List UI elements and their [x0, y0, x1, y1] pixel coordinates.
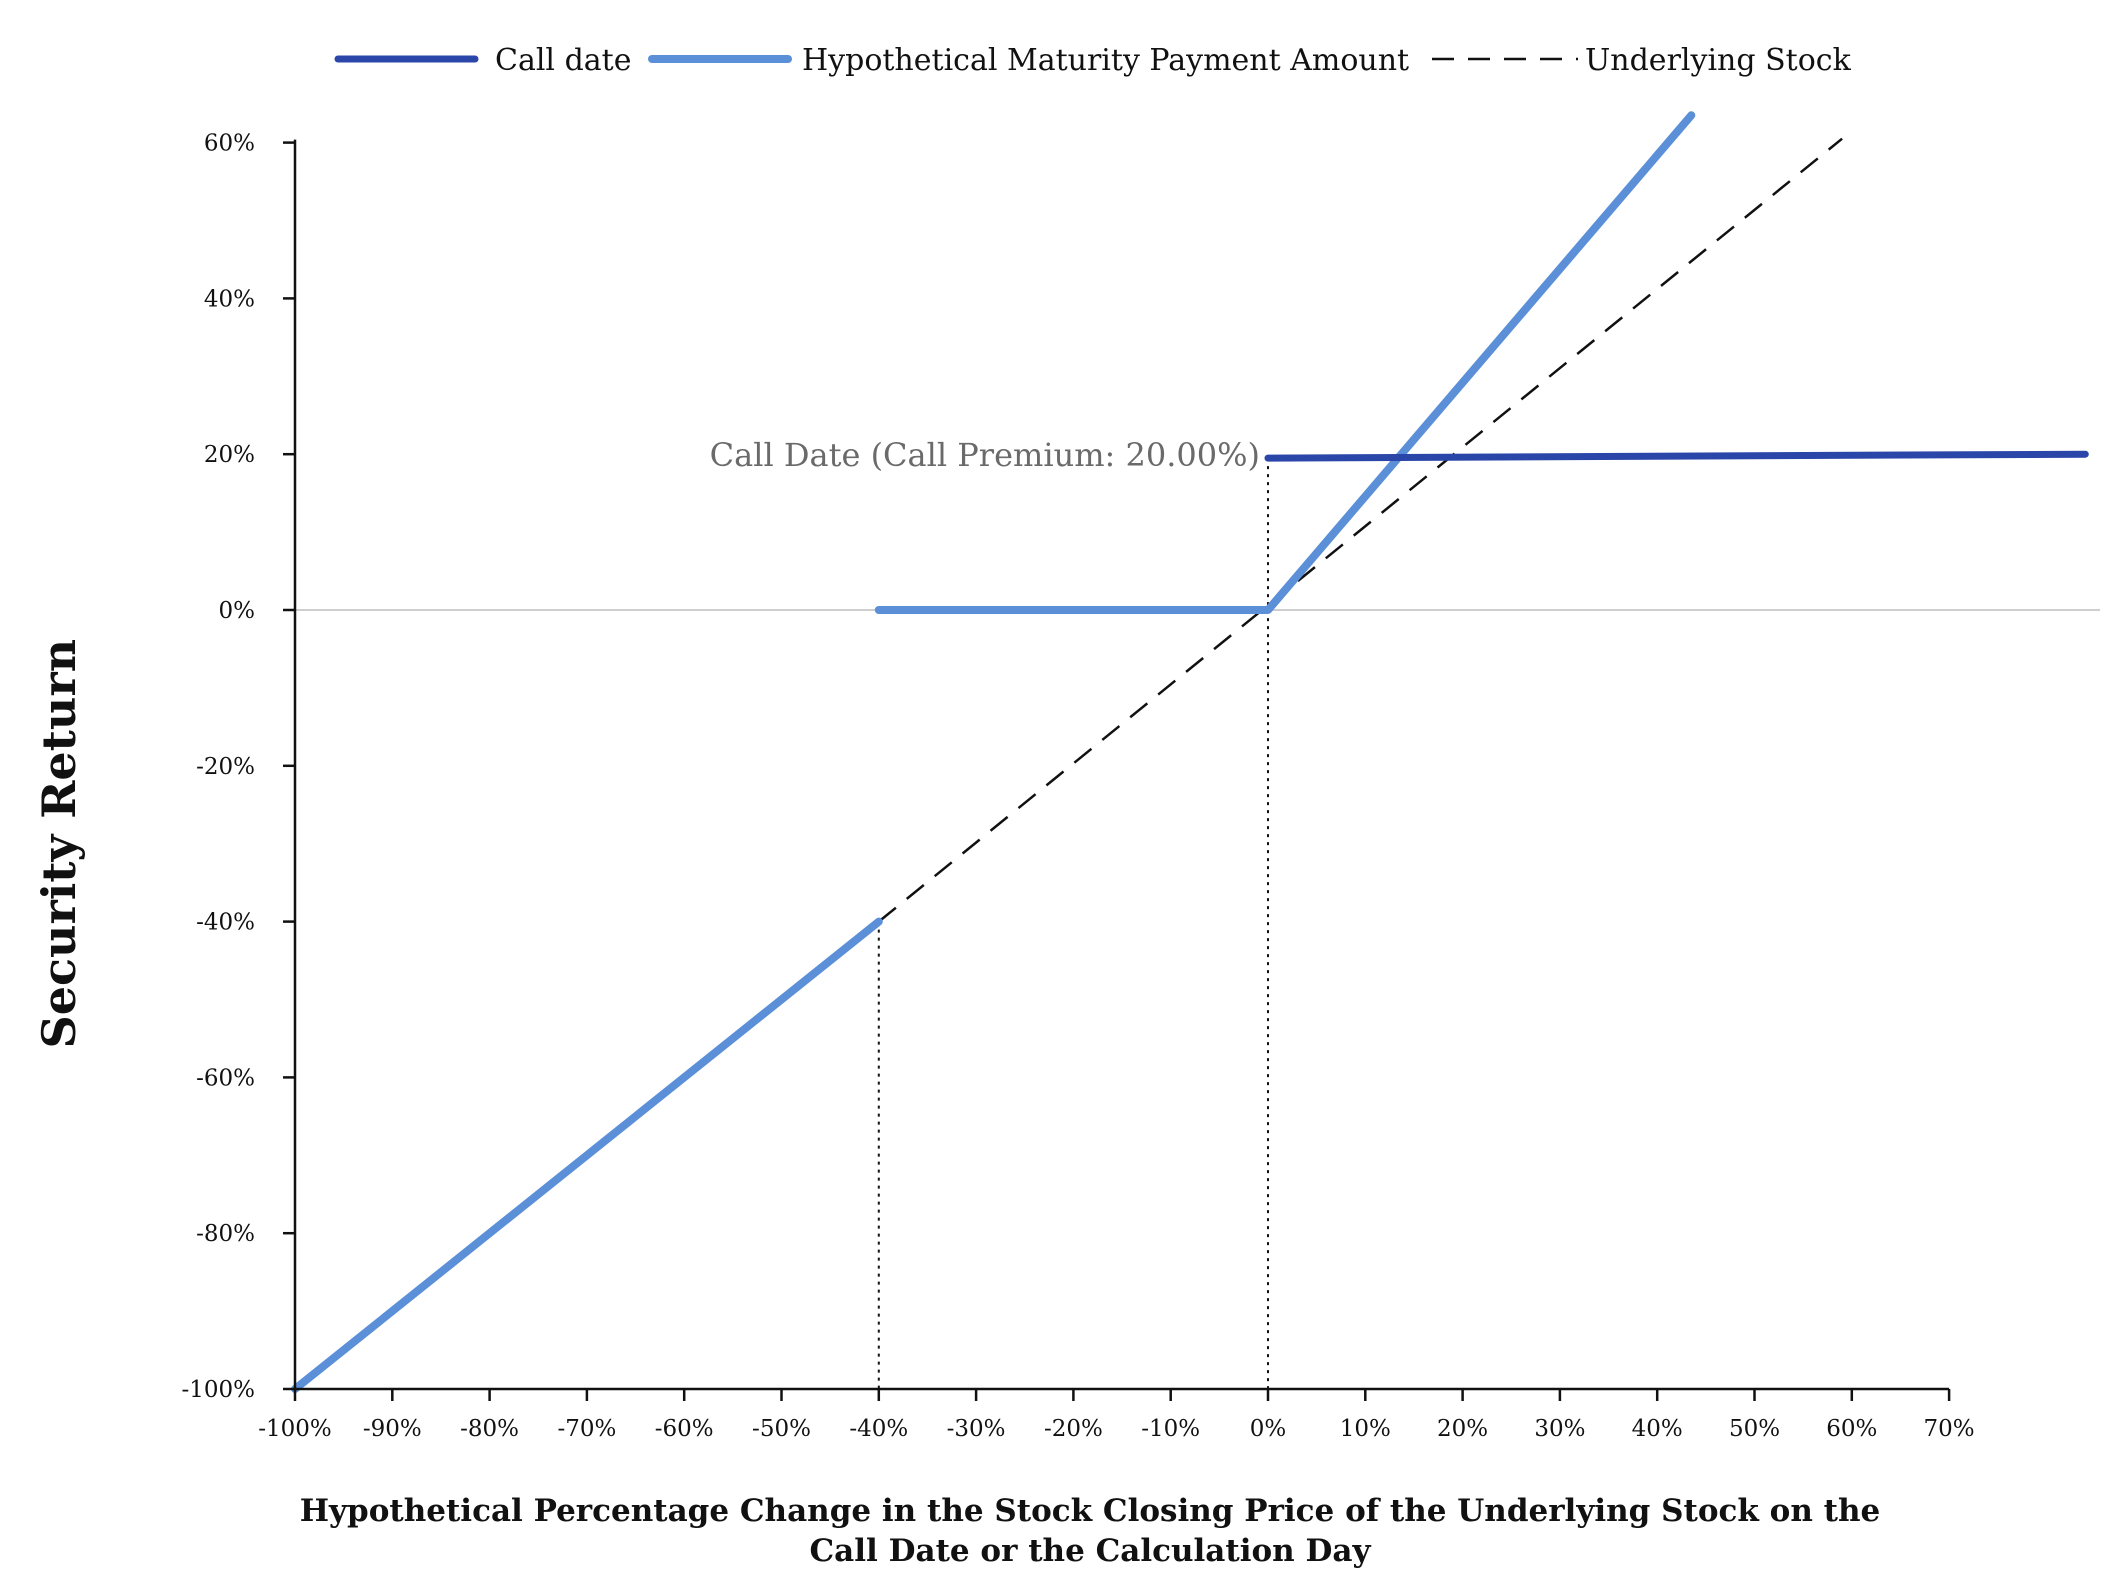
x-axis-title-line-1: Hypothetical Percentage Change in the St… [300, 1493, 1881, 1529]
x-tick-label: 20% [1437, 1416, 1488, 1442]
legend-label: Call date [495, 43, 631, 78]
y-tick-label: 0% [219, 598, 256, 624]
x-tick-label: -90% [363, 1416, 422, 1442]
x-tick-label: 60% [1826, 1416, 1877, 1442]
reference-lines [877, 458, 1269, 1389]
x-tick-label: -70% [557, 1416, 616, 1442]
series-maturity-payment-line [291, 917, 883, 1393]
series-call-date-line [1264, 450, 2089, 462]
y-tick-label: -20% [196, 754, 255, 780]
x-tick-label: 50% [1729, 1416, 1780, 1442]
x-tick-label: 40% [1632, 1416, 1683, 1442]
series-maturity-payment-line [874, 111, 1696, 614]
x-tick-label: -10% [1141, 1416, 1200, 1442]
x-tick-label: -50% [752, 1416, 811, 1442]
y-axis-title: Security Return [32, 639, 86, 1049]
series-underlying-stock-line [878, 137, 1843, 923]
y-tick-label: -100% [181, 1377, 255, 1403]
legend-label: Underlying Stock [1585, 43, 1852, 78]
x-tick-label: 30% [1534, 1416, 1585, 1442]
x-tick-label: -60% [655, 1416, 714, 1442]
y-tick-label: -40% [196, 910, 255, 936]
series-layer [291, 111, 2089, 1393]
legend-label: Hypothetical Maturity Payment Amount [802, 43, 1409, 78]
legend: Call date Hypothetical Maturity Payment A… [334, 43, 1852, 78]
y-tick-label: -60% [196, 1065, 255, 1091]
x-axis-title-line-2: Call Date or the Calculation Day [810, 1533, 1372, 1569]
call-premium-annotation: Call Date (Call Premium: 20.00%) [710, 436, 1260, 474]
x-tick-label: 0% [1250, 1416, 1287, 1442]
x-tick-label: -30% [947, 1416, 1006, 1442]
x-tick-label: -20% [1044, 1416, 1103, 1442]
x-tick-label: 10% [1340, 1416, 1391, 1442]
x-tick-label: 70% [1924, 1416, 1975, 1442]
x-tick-label: -80% [460, 1416, 519, 1442]
x-axis-ticks: -100% -90% -80% -70% -60% -50% -40% -30% -20% -10… [258, 1389, 1975, 1442]
y-tick-label: -80% [196, 1221, 255, 1247]
y-axis-ticks: -100% -80% -60% -40% -20% 0% 20% 40% 60% [181, 131, 295, 1403]
y-tick-label: 40% [204, 286, 255, 312]
x-tick-label: -40% [849, 1416, 908, 1442]
y-tick-label: 60% [204, 131, 255, 157]
y-tick-label: 20% [204, 442, 255, 468]
x-tick-label: -100% [258, 1416, 332, 1442]
